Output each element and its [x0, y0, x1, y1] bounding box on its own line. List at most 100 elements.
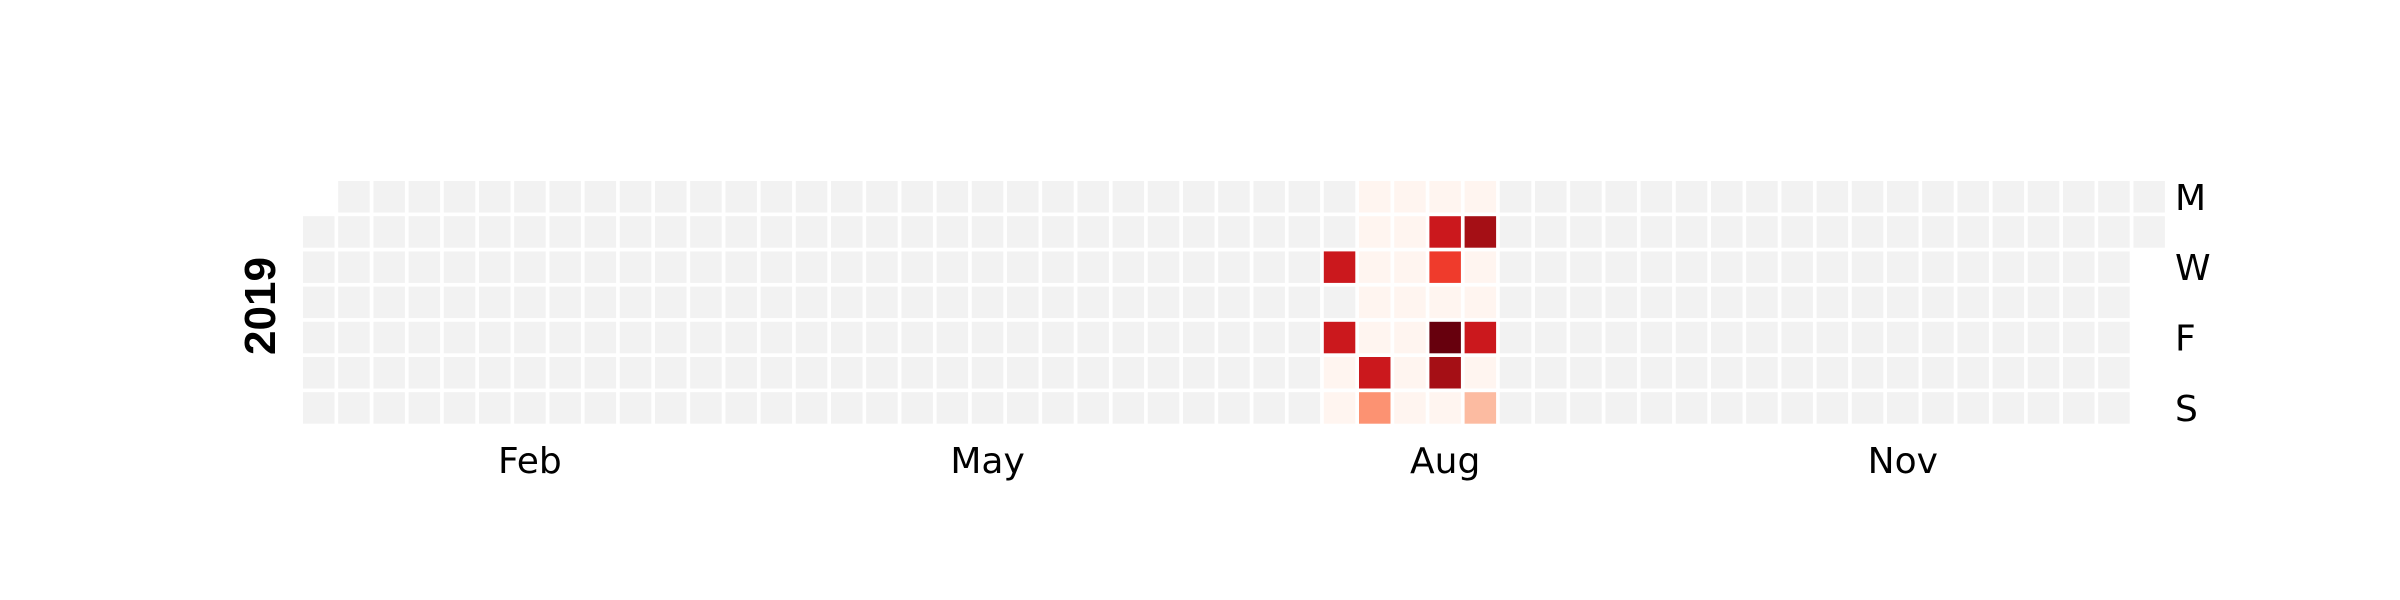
heatmap-cell-2019-10-02	[1675, 251, 1708, 283]
heatmap-cell-2019-06-23	[1147, 392, 1180, 424]
heatmap-cell-2019-12-30	[2133, 181, 2165, 213]
heatmap-cell-2019-10-31	[1816, 286, 1849, 319]
heatmap-cell-2019-07-01	[1218, 181, 1250, 213]
heatmap-cell-2019-01-19	[373, 357, 405, 389]
heatmap-cell-2019-03-09	[619, 357, 652, 389]
heatmap-cell-2019-09-11	[1570, 251, 1602, 283]
heatmap-cell-2019-07-22	[1323, 181, 1356, 213]
heatmap-cell-2019-04-20	[831, 357, 863, 389]
heatmap-cell-2019-12-07	[1992, 357, 2025, 389]
heatmap-cell-2019-09-16	[1605, 181, 1637, 213]
heatmap-cell-2019-12-10	[2027, 216, 2060, 248]
heatmap-cell-2019-10-01	[1675, 216, 1708, 248]
heatmap-cell-2019-01-18	[373, 321, 405, 354]
heatmap-cell-2019-01-05	[303, 357, 335, 389]
heatmap-cell-2019-08-09	[1394, 321, 1426, 354]
heatmap-cell-2019-11-16	[1887, 357, 1919, 389]
heatmap-cell-2019-10-08	[1711, 216, 1743, 248]
heatmap-cell-2019-11-01	[1816, 321, 1849, 354]
heatmap-cell-2019-07-15	[1288, 181, 1321, 213]
heatmap-cell-2019-05-15	[971, 251, 1004, 283]
heatmap-cell-2019-12-02	[1992, 181, 2025, 213]
heatmap-cell-2019-05-12	[936, 392, 969, 424]
heatmap-cell-2019-02-04	[479, 181, 511, 213]
heatmap-cell-2019-12-08	[1992, 392, 2025, 424]
heatmap-cell-2019-01-10	[338, 286, 370, 319]
heatmap-cell-2019-10-20	[1746, 392, 1778, 424]
heatmap-cell-2019-09-02	[1535, 181, 1567, 213]
heatmap-cell-2019-08-29	[1499, 286, 1532, 319]
heatmap-cell-2019-09-30	[1675, 181, 1708, 213]
heatmap-cell-2019-11-11	[1887, 181, 1919, 213]
month-label-nov: Nov	[1868, 441, 1938, 482]
heatmap-cell-2019-12-21	[2063, 357, 2095, 389]
heatmap-cell-2019-07-26	[1323, 321, 1356, 354]
heatmap-cell-2019-04-23	[866, 216, 898, 248]
heatmap-cell-2019-01-02	[303, 251, 335, 283]
heatmap-cell-2019-06-12	[1112, 251, 1145, 283]
heatmap-cell-2019-02-03	[443, 392, 476, 424]
heatmap-cell-2019-10-03	[1675, 286, 1708, 319]
heatmap-cell-2019-02-07	[479, 286, 511, 319]
heatmap-cell-2019-04-02	[760, 216, 793, 248]
heatmap-cell-2019-08-18	[1429, 392, 1461, 424]
heatmap-cell-2019-03-26	[725, 216, 757, 248]
heatmap-cell-2019-03-31	[725, 392, 757, 424]
heatmap-cell-2019-03-29	[725, 321, 757, 354]
heatmap-cell-2019-06-03	[1077, 181, 1109, 213]
heatmap-cell-2019-07-13	[1253, 357, 1285, 389]
heatmap-cell-2019-05-26	[1007, 392, 1039, 424]
heatmap-cell-2019-04-15	[831, 181, 863, 213]
heatmap-cell-2019-09-24	[1640, 216, 1673, 248]
heatmap-cell-2019-09-10	[1570, 216, 1602, 248]
heatmap-cell-2019-02-12	[514, 216, 546, 248]
heatmap-cell-2019-05-29	[1042, 251, 1074, 283]
heatmap-cell-2019-09-14	[1570, 357, 1602, 389]
heatmap-cell-2019-07-17	[1288, 251, 1321, 283]
heatmap-cell-2019-11-03	[1816, 392, 1849, 424]
heatmap-cell-2019-07-27	[1323, 357, 1356, 389]
heatmap-cell-2019-06-09	[1077, 392, 1109, 424]
heatmap-cell-2019-10-19	[1746, 357, 1778, 389]
heatmap-cell-2019-12-01	[1957, 392, 1989, 424]
heatmap-cell-2019-02-19	[549, 216, 581, 248]
heatmap-cell-2019-03-25	[725, 181, 757, 213]
heatmap-cell-2019-08-08	[1394, 286, 1426, 319]
heatmap-cell-2019-05-05	[901, 392, 933, 424]
heatmap-cell-2019-11-05	[1851, 216, 1884, 248]
heatmap-cell-2019-09-17	[1605, 216, 1637, 248]
heatmap-cell-2019-05-10	[936, 321, 969, 354]
heatmap-cell-2019-09-29	[1640, 392, 1673, 424]
heatmap-cell-2019-07-04	[1218, 286, 1250, 319]
heatmap-cell-2019-12-17	[2063, 216, 2095, 248]
heatmap-cell-2019-08-27	[1499, 216, 1532, 248]
heatmap-cell-2019-06-04	[1077, 216, 1109, 248]
heatmap-cell-2019-06-01	[1042, 357, 1074, 389]
heatmap-cell-2019-07-24	[1323, 251, 1356, 283]
heatmap-cell-2019-11-20	[1922, 251, 1954, 283]
heatmap-cell-2019-08-25	[1464, 392, 1497, 424]
heatmap-cell-2019-02-27	[584, 251, 617, 283]
heatmap-cell-2019-03-13	[655, 251, 687, 283]
heatmap-cell-2019-06-10	[1112, 181, 1145, 213]
heatmap-cell-2019-09-28	[1640, 357, 1673, 389]
heatmap-cell-2019-04-01	[760, 181, 793, 213]
heatmap-cell-2019-12-13	[2027, 321, 2060, 354]
heatmap-cell-2019-10-29	[1816, 216, 1849, 248]
heatmap-cell-2019-10-27	[1781, 392, 1813, 424]
heatmap-cell-2019-09-19	[1605, 286, 1637, 319]
heatmap-cell-2019-07-21	[1288, 392, 1321, 424]
heatmap-cell-2019-07-30	[1359, 216, 1391, 248]
heatmap-cell-2019-03-02	[584, 357, 617, 389]
heatmap-cell-2019-04-10	[795, 251, 828, 283]
heatmap-cell-2019-08-23	[1464, 321, 1497, 354]
heatmap-cell-2019-07-25	[1323, 286, 1356, 319]
heatmap-cell-2019-10-24	[1781, 286, 1813, 319]
heatmap-cell-2019-01-11	[338, 321, 370, 354]
heatmap-cell-2019-02-21	[549, 286, 581, 319]
heatmap-cell-2019-04-08	[795, 181, 828, 213]
heatmap-cell-2019-06-06	[1077, 286, 1109, 319]
heatmap-cell-2019-06-22	[1147, 357, 1180, 389]
heatmap-cell-2019-11-14	[1887, 286, 1919, 319]
